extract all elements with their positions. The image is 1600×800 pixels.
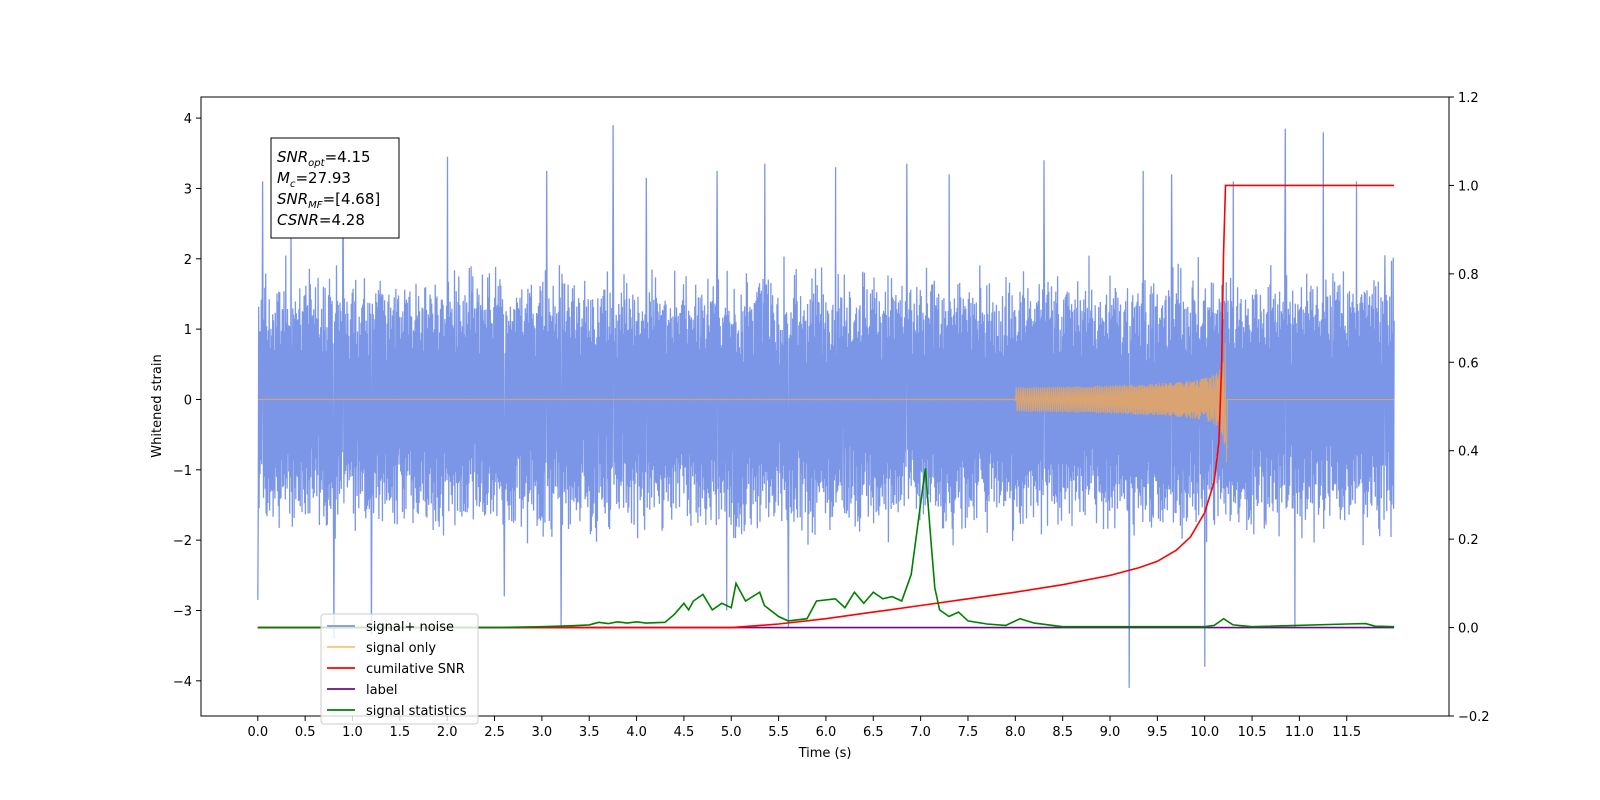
legend-entry: signal only	[366, 641, 436, 656]
legend: signal+ noise signal only cumilative SNR la…	[320, 613, 479, 725]
x-tick-label: 11.0	[1285, 725, 1314, 740]
y2-tick-label: −0.2	[1458, 710, 1490, 725]
x-axis-label: Time (s)	[798, 746, 852, 761]
y2-tick-label: 1.0	[1458, 179, 1479, 194]
x-tick-label: 3.0	[532, 725, 553, 740]
y-tick-label: 2	[184, 253, 192, 268]
series-cumulative-snr-line	[257, 184, 1395, 629]
x-tick-label: 2.5	[484, 725, 505, 740]
x-tick-label: 5.5	[768, 725, 789, 740]
series-signal-only-line	[257, 343, 1395, 463]
legend-entry: cumilative SNR	[366, 662, 465, 677]
x-tick-label: 1.0	[342, 725, 363, 740]
x-tick-label: 11.5	[1332, 725, 1361, 740]
legend-entry: signal statistics	[366, 704, 467, 719]
x-tick-label: 10.0	[1190, 725, 1219, 740]
y-axis-left: 4 3 2 1 0 −1 −2 −3 −4	[173, 112, 201, 690]
y2-tick-label: 1.2	[1458, 91, 1479, 106]
x-axis: 0.0 0.5 1.0 1.5 2.0 2.5 3.0 3.5 4.0 4.5 5.0 5.5 6.0 6…	[247, 716, 1361, 740]
y2-tick-label: 0.2	[1458, 533, 1479, 548]
series-signal-noise-line	[257, 125, 1395, 688]
x-tick-label: 1.5	[390, 725, 411, 740]
y-tick-label: 1	[184, 323, 192, 338]
y-axis-right: 1.2 1.0 0.8 0.6 0.4 0.2 0.0 −0.2	[1449, 91, 1490, 725]
axes-frame	[200, 96, 1450, 717]
x-tick-label: 7.5	[958, 725, 979, 740]
y2-tick-label: 0.8	[1458, 268, 1479, 283]
x-tick-label: 8.5	[1052, 725, 1073, 740]
x-tick-label: 0.5	[295, 725, 316, 740]
series-signal-statistics-line	[257, 468, 1395, 629]
y-tick-label: 4	[184, 112, 192, 127]
y-tick-label: −4	[173, 675, 192, 690]
x-tick-label: 3.5	[579, 725, 600, 740]
x-tick-label: 4.0	[626, 725, 647, 740]
legend-entry: label	[366, 683, 397, 698]
annotation-line: Mc=27.93	[277, 169, 351, 190]
y-axis-label: Whitened strain	[150, 354, 165, 457]
y-tick-label: −3	[173, 604, 192, 619]
x-tick-label: 0.0	[247, 725, 268, 740]
y-tick-label: −2	[173, 534, 192, 549]
x-tick-label: 7.0	[910, 725, 931, 740]
x-tick-label: 6.0	[816, 725, 837, 740]
x-tick-label: 8.0	[1005, 725, 1026, 740]
x-tick-label: 4.5	[674, 725, 695, 740]
y2-tick-label: 0.0	[1458, 622, 1479, 637]
x-tick-label: 5.0	[721, 725, 742, 740]
annotation-line: SNRopt=4.15	[277, 148, 371, 169]
annotation-line: CSNR=4.28	[277, 211, 365, 229]
y-tick-label: 0	[184, 393, 192, 408]
y-tick-label: −1	[173, 464, 192, 479]
x-tick-label: 2.0	[437, 725, 458, 740]
y-tick-label: 3	[184, 182, 192, 197]
legend-frame	[320, 613, 479, 725]
y2-tick-label: 0.6	[1458, 356, 1479, 371]
annotation-line: SNRMF=[4.68]	[277, 190, 380, 211]
x-tick-label: 9.0	[1100, 725, 1121, 740]
plot-area	[257, 125, 1395, 688]
x-tick-label: 10.5	[1238, 725, 1267, 740]
legend-entry: signal+ noise	[366, 620, 454, 635]
x-tick-label: 9.5	[1147, 725, 1168, 740]
y2-tick-label: 0.4	[1458, 445, 1479, 460]
annotation-box-frame	[270, 137, 400, 239]
x-tick-label: 6.5	[863, 725, 884, 740]
